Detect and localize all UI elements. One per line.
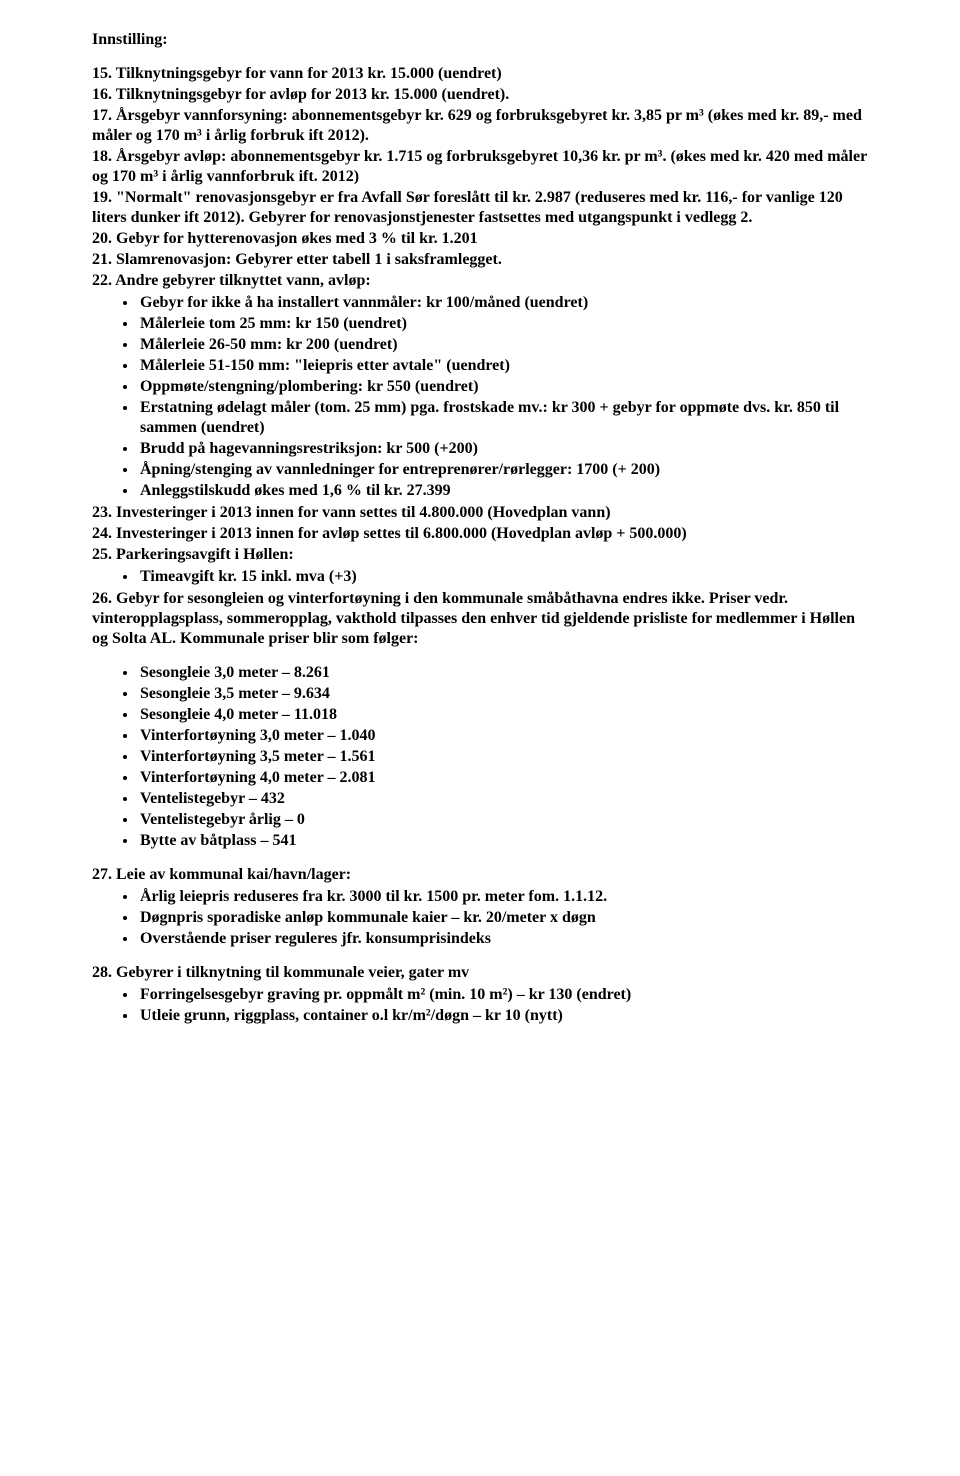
list-item-21: 21. Slamrenovasjon: Gebyrer etter tabell…: [92, 250, 868, 270]
item-text: 26. Gebyr for sesongleien og vinterfortø…: [92, 590, 855, 647]
numbered-list: 15. Tilknytningsgebyr for vann for 2013 …: [92, 64, 868, 1026]
bullet-text: Timeavgift kr. 15 inkl. mva (+3): [140, 568, 357, 585]
bullet-text: Vinterfortøyning 4,0 meter – 2.081: [140, 769, 376, 786]
list-item-16: 16. Tilknytningsgebyr for avløp for 2013…: [92, 85, 868, 105]
bullet-item: Ventelistegebyr årlig – 0: [138, 810, 868, 830]
bullet-list-22: Gebyr for ikke å ha installert vannmåler…: [92, 293, 868, 501]
bullet-item: Forringelsesgebyr graving pr. oppmålt m²…: [138, 985, 868, 1005]
bullet-item: Sesongleie 3,0 meter – 8.261: [138, 663, 868, 683]
bullet-item: Målerleie 51-150 mm: "leiepris etter avt…: [138, 356, 868, 376]
list-item-15: 15. Tilknytningsgebyr for vann for 2013 …: [92, 64, 868, 84]
bullet-text: Forringelsesgebyr graving pr. oppmålt m²…: [140, 986, 631, 1003]
bullet-text: Vinterfortøyning 3,5 meter – 1.561: [140, 748, 376, 765]
bullet-item: Erstatning ødelagt måler (tom. 25 mm) pg…: [138, 398, 868, 438]
list-item-26: 26. Gebyr for sesongleien og vinterfortø…: [92, 589, 868, 851]
bullet-text: Ventelistegebyr – 432: [140, 790, 285, 807]
bullet-item: Gebyr for ikke å ha installert vannmåler…: [138, 293, 868, 313]
bullet-text: Målerleie 26-50 mm: kr 200 (uendret): [140, 336, 398, 353]
list-item-27: 27. Leie av kommunal kai/havn/lager: Årl…: [92, 865, 868, 949]
list-item-23: 23. Investeringer i 2013 innen for vann …: [92, 503, 868, 523]
bullet-item: Vinterfortøyning 3,0 meter – 1.040: [138, 726, 868, 746]
bullet-item: Sesongleie 4,0 meter – 11.018: [138, 705, 868, 725]
bullet-text: Sesongleie 3,5 meter – 9.634: [140, 685, 330, 702]
bullet-list-25: Timeavgift kr. 15 inkl. mva (+3): [92, 567, 868, 587]
list-item-28: 28. Gebyrer i tilknytning til kommunale …: [92, 963, 868, 1026]
bullet-item: Overstående priser reguleres jfr. konsum…: [138, 929, 868, 949]
list-item-18: 18. Årsgebyr avløp: abonnementsgebyr kr.…: [92, 147, 868, 187]
section-heading: Innstilling:: [92, 30, 868, 50]
list-item-17: 17. Årsgebyr vannforsyning: abonnementsg…: [92, 106, 868, 146]
item-text: 23. Investeringer i 2013 innen for vann …: [92, 504, 611, 521]
item-text: 27. Leie av kommunal kai/havn/lager:: [92, 866, 351, 883]
list-item-22: 22. Andre gebyrer tilknyttet vann, avløp…: [92, 271, 868, 501]
item-text: 21. Slamrenovasjon: Gebyrer etter tabell…: [92, 251, 502, 268]
item-text: 25. Parkeringsavgift i Høllen:: [92, 546, 294, 563]
bullet-text: Utleie grunn, riggplass, container o.l k…: [140, 1007, 563, 1024]
bullet-item: Timeavgift kr. 15 inkl. mva (+3): [138, 567, 868, 587]
bullet-item: Ventelistegebyr – 432: [138, 789, 868, 809]
item-text: 17. Årsgebyr vannforsyning: abonnementsg…: [92, 107, 862, 144]
bullet-text: Erstatning ødelagt måler (tom. 25 mm) pg…: [140, 399, 839, 436]
bullet-text: Vinterfortøyning 3,0 meter – 1.040: [140, 727, 376, 744]
list-item-20: 20. Gebyr for hytterenovasjon økes med 3…: [92, 229, 868, 249]
bullet-item: Sesongleie 3,5 meter – 9.634: [138, 684, 868, 704]
item-text: 20. Gebyr for hytterenovasjon økes med 3…: [92, 230, 478, 247]
item-text: 15. Tilknytningsgebyr for vann for 2013 …: [92, 65, 502, 82]
bullet-text: Åpning/stenging av vannledninger for ent…: [140, 461, 660, 478]
bullet-text: Brudd på hagevanningsrestriksjon: kr 500…: [140, 440, 478, 457]
bullet-item: Målerleie 26-50 mm: kr 200 (uendret): [138, 335, 868, 355]
bullet-text: Målerleie tom 25 mm: kr 150 (uendret): [140, 315, 407, 332]
bullet-item: Oppmøte/stengning/plombering: kr 550 (ue…: [138, 377, 868, 397]
bullet-item: Døgnpris sporadiske anløp kommunale kaie…: [138, 908, 868, 928]
item-text: 22. Andre gebyrer tilknyttet vann, avløp…: [92, 272, 371, 289]
bullet-item: Vinterfortøyning 3,5 meter – 1.561: [138, 747, 868, 767]
item-text: 24. Investeringer i 2013 innen for avløp…: [92, 525, 687, 542]
bullet-item: Vinterfortøyning 4,0 meter – 2.081: [138, 768, 868, 788]
bullet-item: Åpning/stenging av vannledninger for ent…: [138, 460, 868, 480]
bullet-text: Sesongleie 4,0 meter – 11.018: [140, 706, 337, 723]
bullet-item: Anleggstilskudd økes med 1,6 % til kr. 2…: [138, 481, 868, 501]
bullet-list-28: Forringelsesgebyr graving pr. oppmålt m²…: [92, 985, 868, 1026]
item-text: 16. Tilknytningsgebyr for avløp for 2013…: [92, 86, 509, 103]
bullet-list-27: Årlig leiepris reduseres fra kr. 3000 ti…: [92, 887, 868, 949]
bullet-text: Sesongleie 3,0 meter – 8.261: [140, 664, 330, 681]
bullet-text: Ventelistegebyr årlig – 0: [140, 811, 305, 828]
item-text: 18. Årsgebyr avløp: abonnementsgebyr kr.…: [92, 148, 867, 185]
bullet-list-26: Sesongleie 3,0 meter – 8.261 Sesongleie …: [92, 663, 868, 851]
bullet-text: Årlig leiepris reduseres fra kr. 3000 ti…: [140, 888, 607, 905]
bullet-text: Døgnpris sporadiske anløp kommunale kaie…: [140, 909, 596, 926]
bullet-text: Målerleie 51-150 mm: "leiepris etter avt…: [140, 357, 510, 374]
bullet-text: Anleggstilskudd økes med 1,6 % til kr. 2…: [140, 482, 451, 499]
list-item-25: 25. Parkeringsavgift i Høllen: Timeavgif…: [92, 545, 868, 587]
bullet-text: Overstående priser reguleres jfr. konsum…: [140, 930, 491, 947]
bullet-item: Utleie grunn, riggplass, container o.l k…: [138, 1006, 868, 1026]
bullet-item: Målerleie tom 25 mm: kr 150 (uendret): [138, 314, 868, 334]
list-item-19: 19. "Normalt" renovasjonsgebyr er fra Av…: [92, 188, 868, 228]
bullet-text: Bytte av båtplass – 541: [140, 832, 296, 849]
item-text: 19. "Normalt" renovasjonsgebyr er fra Av…: [92, 189, 843, 226]
item-text: 28. Gebyrer i tilknytning til kommunale …: [92, 964, 469, 981]
bullet-item: Brudd på hagevanningsrestriksjon: kr 500…: [138, 439, 868, 459]
list-item-24: 24. Investeringer i 2013 innen for avløp…: [92, 524, 868, 544]
bullet-text: Oppmøte/stengning/plombering: kr 550 (ue…: [140, 378, 479, 395]
bullet-text: Gebyr for ikke å ha installert vannmåler…: [140, 294, 588, 311]
bullet-item: Bytte av båtplass – 541: [138, 831, 868, 851]
bullet-item: Årlig leiepris reduseres fra kr. 3000 ti…: [138, 887, 868, 907]
